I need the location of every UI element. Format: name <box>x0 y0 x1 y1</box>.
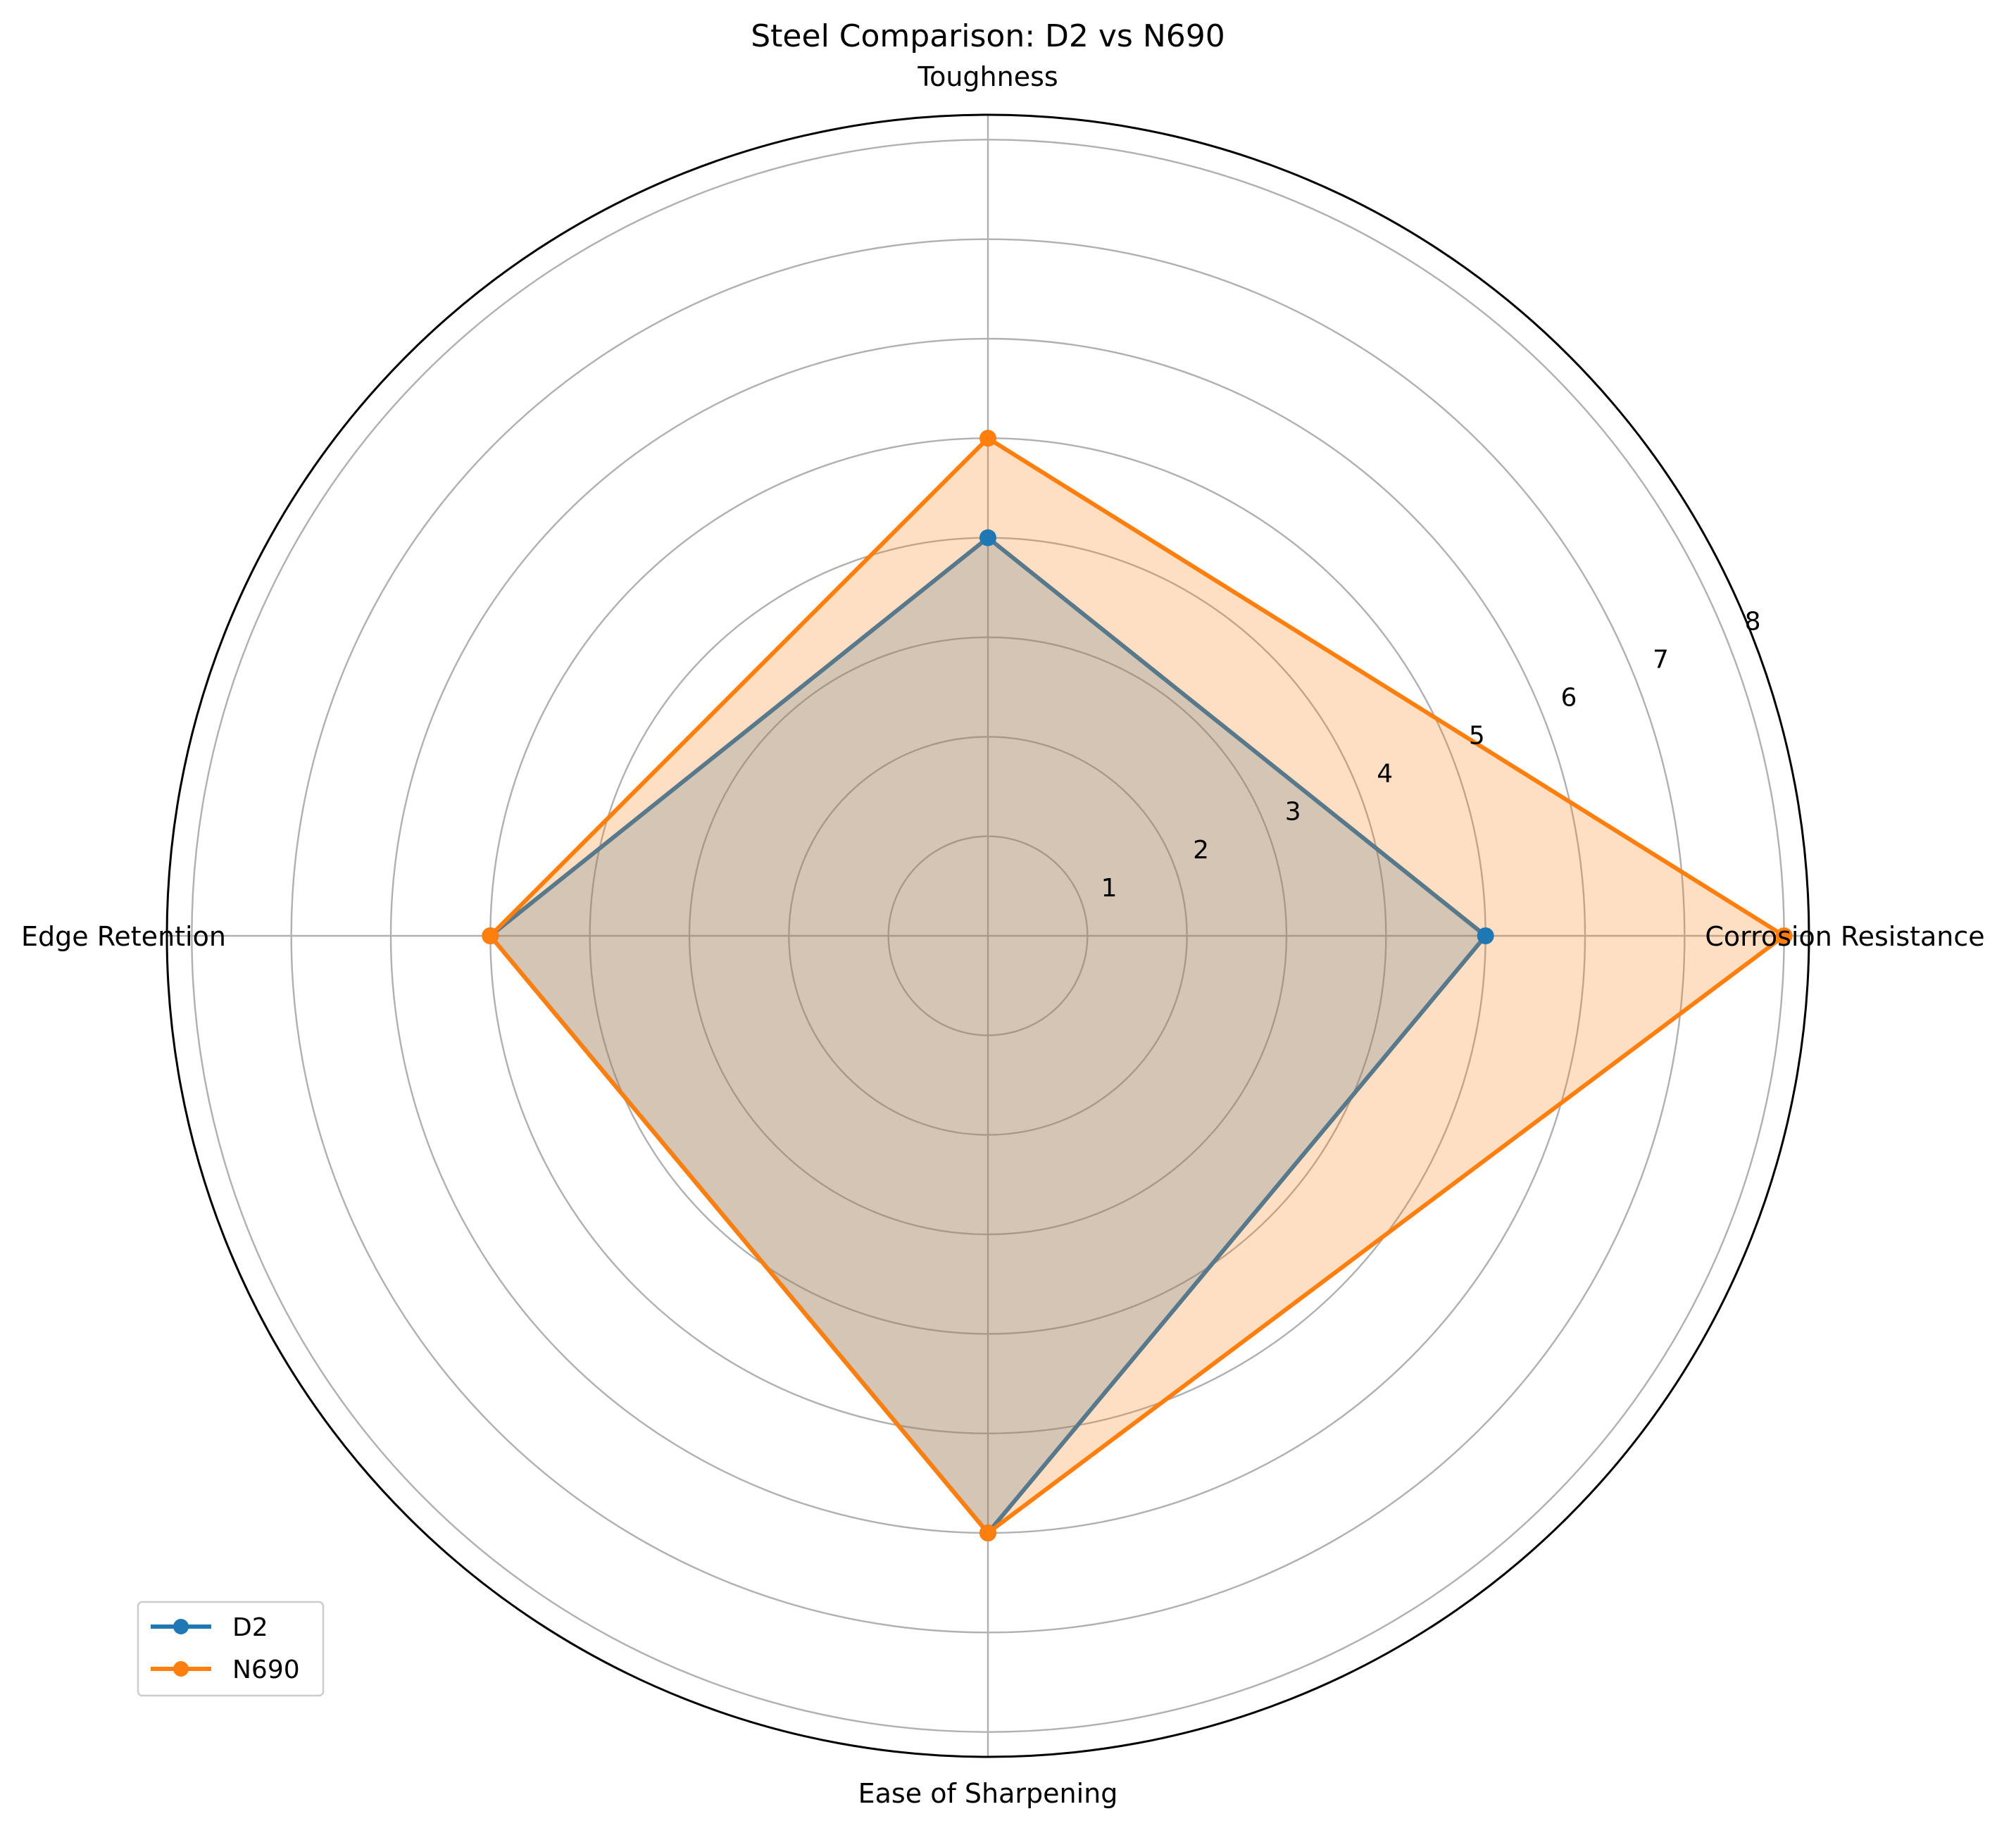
outer-frame <box>165 113 1810 1758</box>
point-d2-2 <box>979 529 996 546</box>
category-label-edge-retention: Edge Retention <box>21 921 226 952</box>
point-n690-4 <box>979 1525 996 1541</box>
chart-title: Steel Comparison: D2 vs N690 <box>751 18 1225 54</box>
point-n690-1 <box>1775 927 1793 944</box>
category-label-corrosion-resistance: Corrosion Resistance <box>1705 921 1984 952</box>
category-labels: Corrosion Resistance Toughness Edge Retent… <box>21 61 1985 1809</box>
r-tick-label-4: 4 <box>1377 760 1393 789</box>
legend-label-n690: N690 <box>232 1655 300 1684</box>
category-label-ease-of-sharpening: Ease of Sharpening <box>858 1778 1118 1809</box>
r-tick-label-3: 3 <box>1285 798 1301 827</box>
r-tick-label-1: 1 <box>1101 874 1117 903</box>
point-n690-2 <box>979 430 996 447</box>
radial-tick-labels: 1 2 3 4 5 6 7 8 <box>1101 607 1761 903</box>
point-n690-3 <box>482 927 499 944</box>
r-tick-label-7: 7 <box>1653 645 1669 674</box>
point-d2-1 <box>1477 927 1494 944</box>
category-label-toughness: Toughness <box>917 61 1058 92</box>
series-area-d2 <box>490 537 1486 1534</box>
legend: D2 N690 <box>137 1601 325 1697</box>
r-tick-label-6: 6 <box>1560 683 1577 712</box>
series-area-n690 <box>490 438 1784 1533</box>
r-tick-label-8: 8 <box>1745 607 1761 636</box>
legend-marker-n690 <box>173 1661 189 1677</box>
r-tick-label-2: 2 <box>1193 836 1209 865</box>
series-group <box>482 430 1793 1541</box>
legend-label-d2: D2 <box>232 1613 268 1642</box>
r-tick-label-5: 5 <box>1469 722 1485 751</box>
legend-marker-d2 <box>173 1619 189 1634</box>
